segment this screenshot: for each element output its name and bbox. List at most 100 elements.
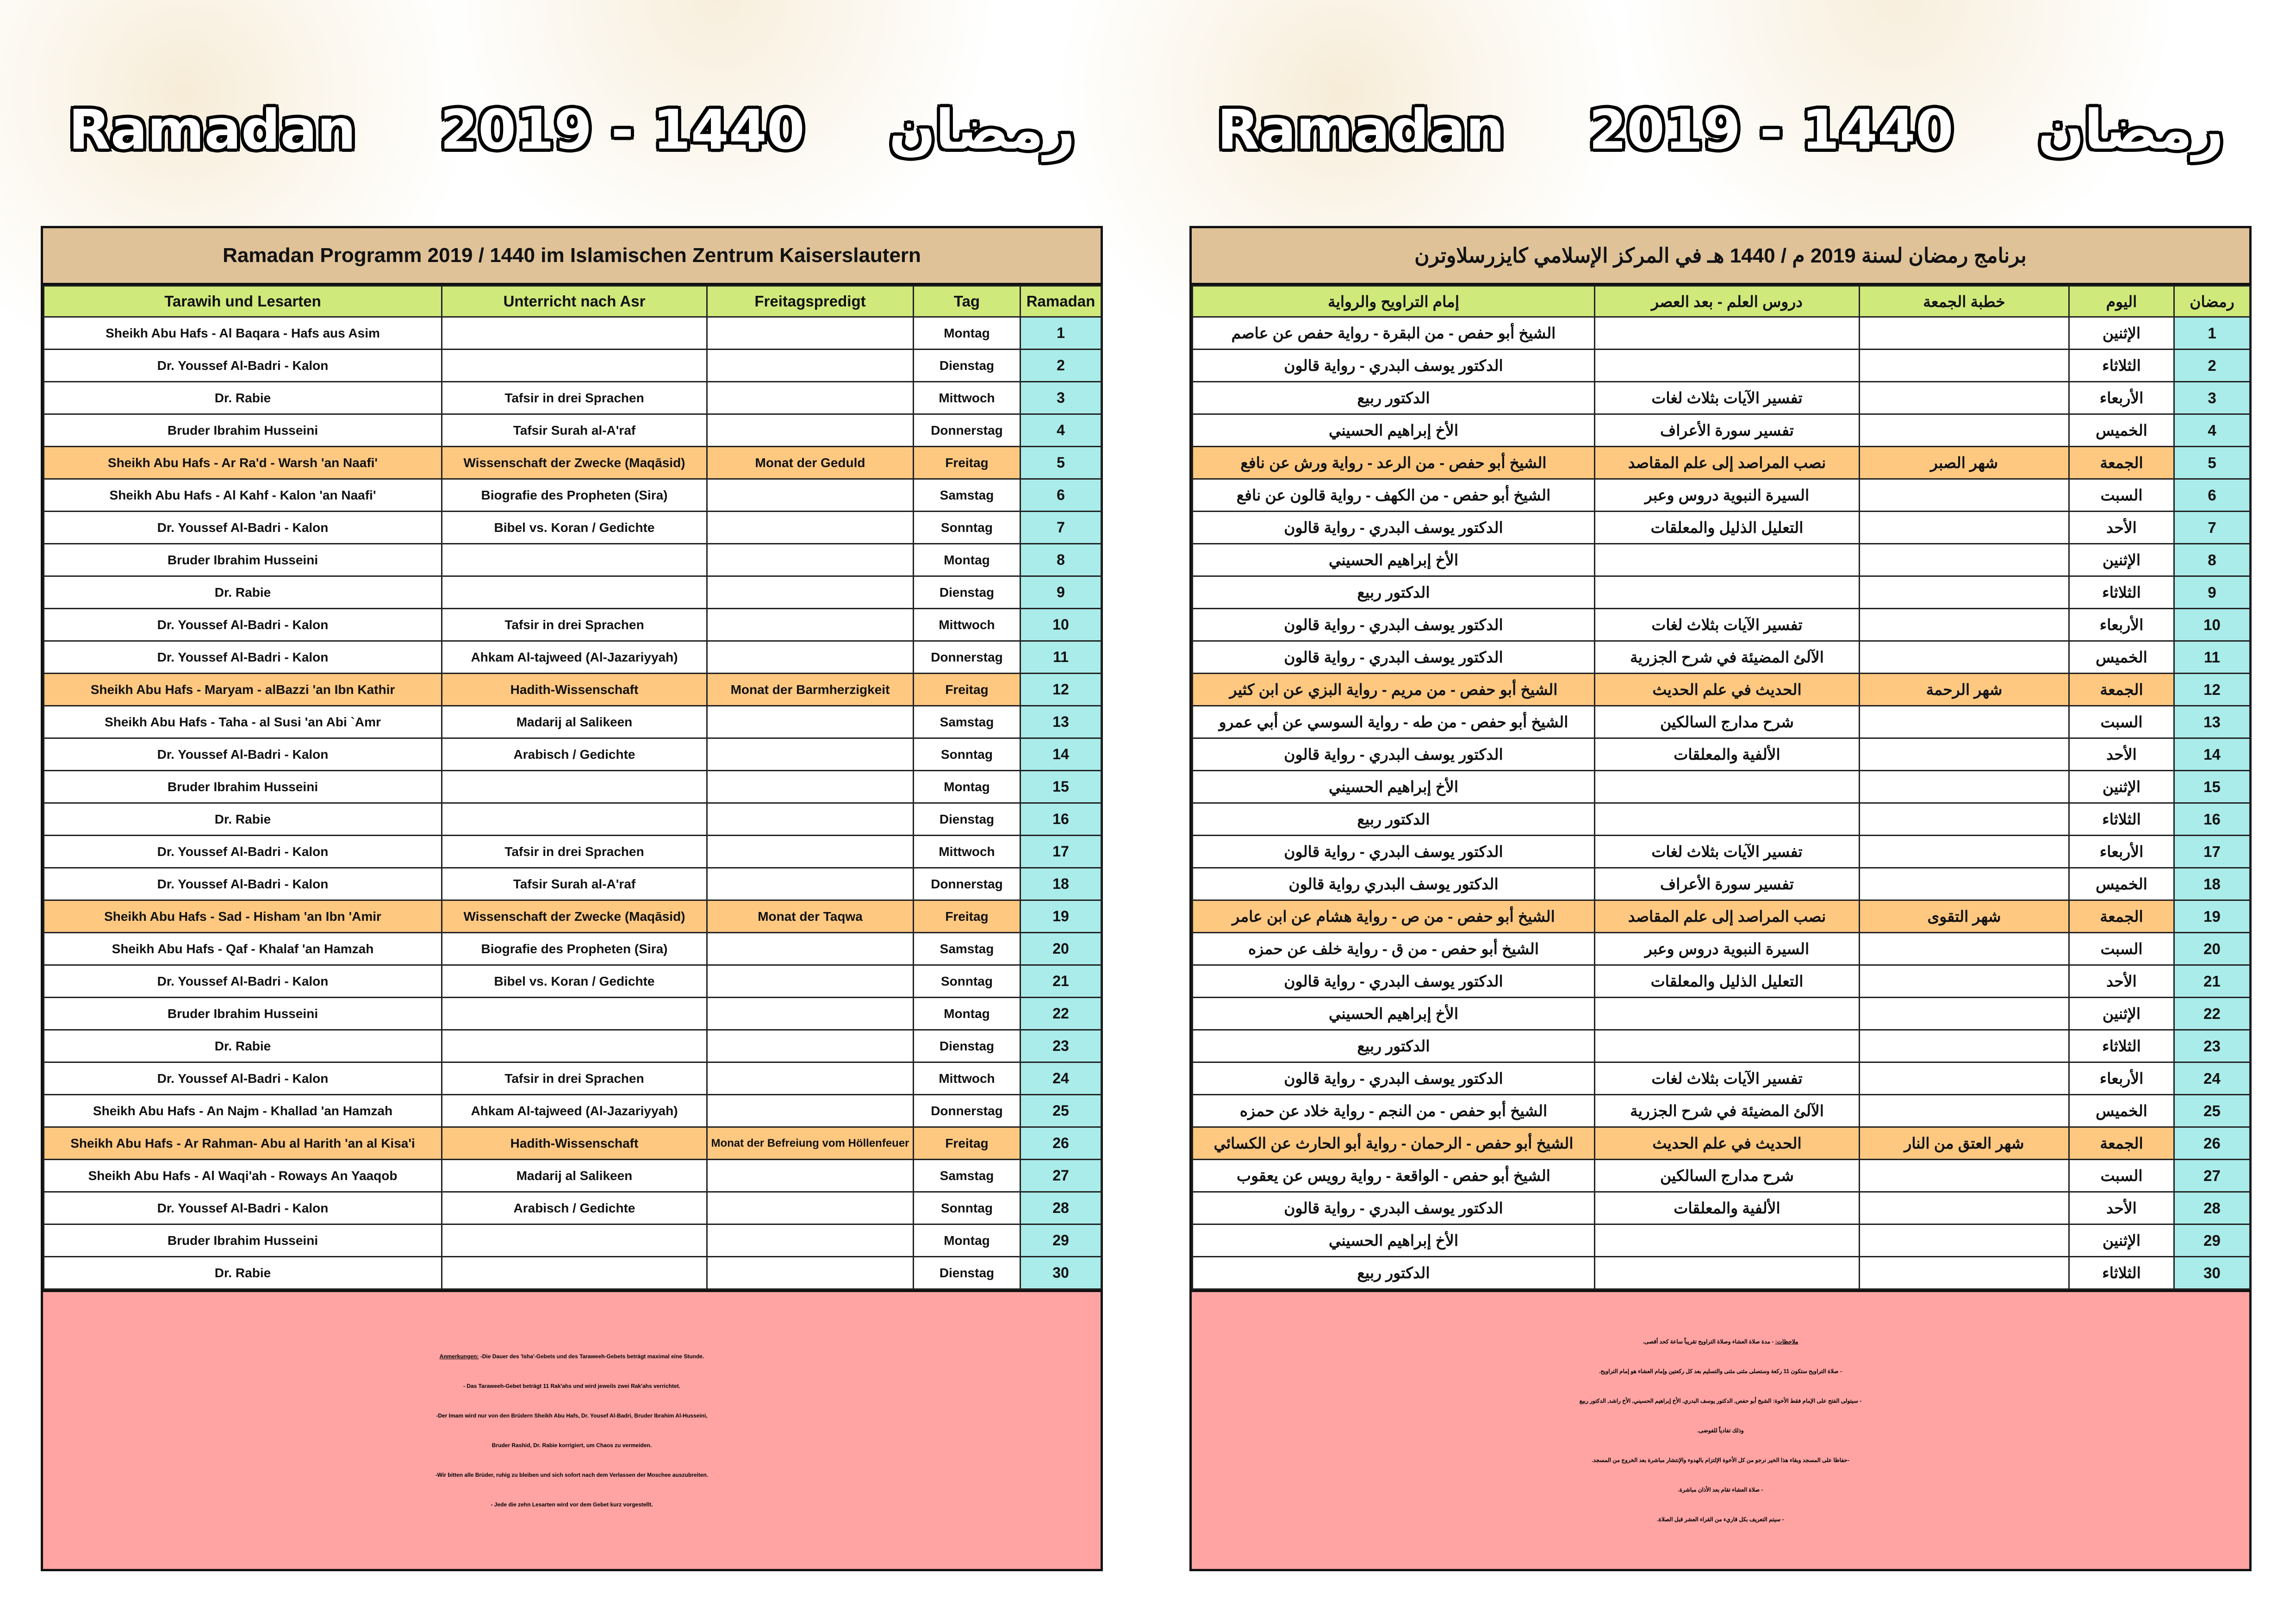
cell-friday-sermon xyxy=(1859,802,2070,836)
table-row: الشيخ أبو حفص - من النجم - رواية خلاد عن… xyxy=(1192,1094,2251,1128)
cell-day: Montag xyxy=(913,543,1021,577)
cell-ramadan-day: 26 xyxy=(2173,1126,2251,1160)
cell-ramadan-day: 17 xyxy=(1020,835,1102,868)
header-lesson-after-asr: دروس العلم - بعد العصر xyxy=(1594,285,1860,318)
cell-day: الأربعاء xyxy=(2068,835,2175,868)
cell-asr-lesson: Biografie des Propheten (Sira) xyxy=(441,478,708,512)
arabic-schedule: برنامج رمضان لسنة 2019 م / 1440 هـ في ال… xyxy=(1189,226,2252,1571)
note-line: -Der Imam wird nur von den Brüdern Sheik… xyxy=(436,1401,707,1430)
cell-friday-sermon xyxy=(706,1094,914,1128)
cell-lesson-after-asr: الألفية والمعلقات xyxy=(1594,1191,1860,1225)
banner-arabic: رمضان xyxy=(2037,98,2224,162)
cell-asr-lesson: Wissenschaft der Zwecke (Maqāsid) xyxy=(441,446,708,480)
german-title: Ramadan Programm 2019 / 1440 im Islamisc… xyxy=(43,228,1101,285)
table-row: الأخ إبراهيم الحسيني الإثنين 15 xyxy=(1192,770,2251,804)
cell-friday-sermon xyxy=(706,867,914,901)
cell-asr-lesson xyxy=(441,770,708,804)
cell-tarawih-imam: الدكتور يوسف البدري - رواية قالون xyxy=(1192,608,1595,642)
cell-ramadan-day: 19 xyxy=(2173,899,2251,933)
cell-tarawih-imam: الدكتور ربيع xyxy=(1192,1029,1595,1063)
cell-ramadan-day: 30 xyxy=(2173,1256,2251,1290)
note-text: Bruder Rashid, Dr. Rabie korrigiert, um … xyxy=(492,1442,652,1449)
header-friday-sermon: خطبة الجمعة xyxy=(1859,285,2070,318)
cell-friday-sermon xyxy=(1859,867,2070,901)
header-tarawih-imam: إمام التراويح والرواية xyxy=(1192,285,1595,318)
cell-tarawih: Dr. Rabie xyxy=(43,1029,442,1063)
table-row: Dr. Rabie Tafsir in drei Sprachen Mittwoch… xyxy=(43,381,1102,415)
cell-day: الإثنين xyxy=(2068,997,2175,1031)
cell-ramadan-day: 3 xyxy=(2173,381,2251,415)
cell-ramadan-day: 14 xyxy=(2173,737,2251,771)
table-row: Sheikh Abu Hafs - Ar Ra'd - Warsh 'an Na… xyxy=(43,446,1102,480)
cell-asr-lesson xyxy=(441,1029,708,1063)
cell-tarawih: Sheikh Abu Hafs - Al Kahf - Kalon 'an Na… xyxy=(43,478,442,512)
table-row: الدكتور يوسف البدري - رواية قالون الألفية… xyxy=(1192,737,2251,771)
cell-friday-sermon: شهر الصبر xyxy=(1859,446,2070,480)
cell-ramadan-day: 21 xyxy=(1020,964,1102,998)
cell-asr-lesson xyxy=(441,543,708,577)
cell-friday-sermon xyxy=(706,737,914,771)
cell-lesson-after-asr: الحديث في علم الحديث xyxy=(1594,1126,1860,1160)
table-row: Dr. Youssef Al-Badri - Kalon Arabisch / G… xyxy=(43,737,1102,771)
note-text: - صلاة العشاء تقام بعد الأذان مباشرة. xyxy=(1678,1487,1763,1493)
cell-day: الإثنين xyxy=(2068,316,2175,350)
cell-day: Montag xyxy=(913,770,1021,804)
cell-asr-lesson: Tafsir in drei Sprachen xyxy=(441,835,708,868)
cell-tarawih: Dr. Youssef Al-Badri - Kalon xyxy=(43,1062,442,1095)
cell-friday-sermon xyxy=(706,1256,914,1290)
cell-friday-sermon xyxy=(1859,381,2070,415)
cell-day: الخميس xyxy=(2068,1094,2175,1128)
cell-asr-lesson: Madarij al Salikeen xyxy=(441,1159,708,1193)
cell-ramadan-day: 25 xyxy=(2173,1094,2251,1128)
cell-tarawih-imam: الأخ إبراهيم الحسيني xyxy=(1192,997,1595,1031)
cell-tarawih: Dr. Rabie xyxy=(43,802,442,836)
cell-tarawih: Dr. Youssef Al-Badri - Kalon xyxy=(43,867,442,901)
cell-day: Montag xyxy=(913,1224,1021,1257)
table-row: الشيخ أبو حفص - الواقعة - رواية رويس عن … xyxy=(1192,1159,2251,1193)
cell-day: الجمعة xyxy=(2068,899,2175,933)
cell-friday-sermon xyxy=(706,413,914,447)
cell-ramadan-day: 2 xyxy=(2173,349,2251,382)
cell-tarawih: Dr. Youssef Al-Badri - Kalon xyxy=(43,737,442,771)
cell-lesson-after-asr: الآلئ المضيئة في شرح الجزرية xyxy=(1594,640,1860,674)
table-row: الأخ إبراهيم الحسيني الإثنين 29 xyxy=(1192,1224,2251,1257)
cell-asr-lesson xyxy=(441,575,708,609)
cell-ramadan-day: 23 xyxy=(2173,1029,2251,1063)
table-row: Dr. Youssef Al-Badri - Kalon Bibel vs. Ko… xyxy=(43,964,1102,998)
table-row: الدكتور ربيع الثلاثاء 30 xyxy=(1192,1256,2251,1290)
note-line: -Wir bitten alle Brüder, ruhig zu bleibe… xyxy=(436,1460,708,1490)
cell-day: الأحد xyxy=(2068,737,2175,771)
arabic-title: برنامج رمضان لسنة 2019 م / 1440 هـ في ال… xyxy=(1192,228,2249,285)
table-row: Dr. Youssef Al-Badri - Kalon Arabisch / G… xyxy=(43,1191,1102,1225)
cell-tarawih-imam: الدكتور يوسف البدري - رواية قالون xyxy=(1192,511,1595,544)
cell-day: Donnerstag xyxy=(913,1094,1021,1128)
table-row: الشيخ أبو حفص - من مريم - رواية البزي عن… xyxy=(1192,673,2251,706)
cell-friday-sermon xyxy=(706,1224,914,1257)
cell-ramadan-day: 29 xyxy=(2173,1224,2251,1257)
cell-tarawih-imam: الشيخ أبو حفص - الواقعة - رواية رويس عن … xyxy=(1192,1159,1595,1193)
cell-asr-lesson xyxy=(441,1224,708,1257)
cell-tarawih: Dr. Youssef Al-Badri - Kalon xyxy=(43,511,442,544)
note-text: -Die Dauer des 'Isha'-Gebets und des Tar… xyxy=(479,1353,704,1360)
cell-tarawih-imam: الدكتور يوسف البدري رواية قالون xyxy=(1192,867,1595,901)
note-text: -حفاظا على المسجد وبقاء هذا الخير نرجو م… xyxy=(1592,1457,1849,1463)
cell-day: Sonntag xyxy=(913,511,1021,544)
table-row: الأخ إبراهيم الحسيني الإثنين 22 xyxy=(1192,997,2251,1031)
cell-tarawih-imam: الأخ إبراهيم الحسيني xyxy=(1192,1224,1595,1257)
note-text: - Das Taraweeh-Gebet beträgt 11 Rak'ahs … xyxy=(463,1383,680,1389)
cell-asr-lesson xyxy=(441,997,708,1031)
cell-ramadan-day: 18 xyxy=(2173,867,2251,901)
cell-tarawih: Dr. Youssef Al-Badri - Kalon xyxy=(43,640,442,674)
header-day: Tag xyxy=(913,285,1021,318)
cell-tarawih: Sheikh Abu Hafs - Maryam - alBazzi 'an I… xyxy=(43,673,442,706)
cell-day: Mittwoch xyxy=(913,381,1021,415)
cell-lesson-after-asr xyxy=(1594,770,1860,804)
cell-asr-lesson: Ahkam Al-tajweed (Al-Jazariyyah) xyxy=(441,1094,708,1128)
cell-day: Dienstag xyxy=(913,349,1021,382)
cell-ramadan-day: 7 xyxy=(1020,511,1102,544)
cell-day: الخميس xyxy=(2068,413,2175,447)
cell-friday-sermon xyxy=(706,1062,914,1095)
cell-ramadan-day: 7 xyxy=(2173,511,2251,544)
cell-friday-sermon xyxy=(1859,543,2070,577)
cell-day: Montag xyxy=(913,316,1021,350)
